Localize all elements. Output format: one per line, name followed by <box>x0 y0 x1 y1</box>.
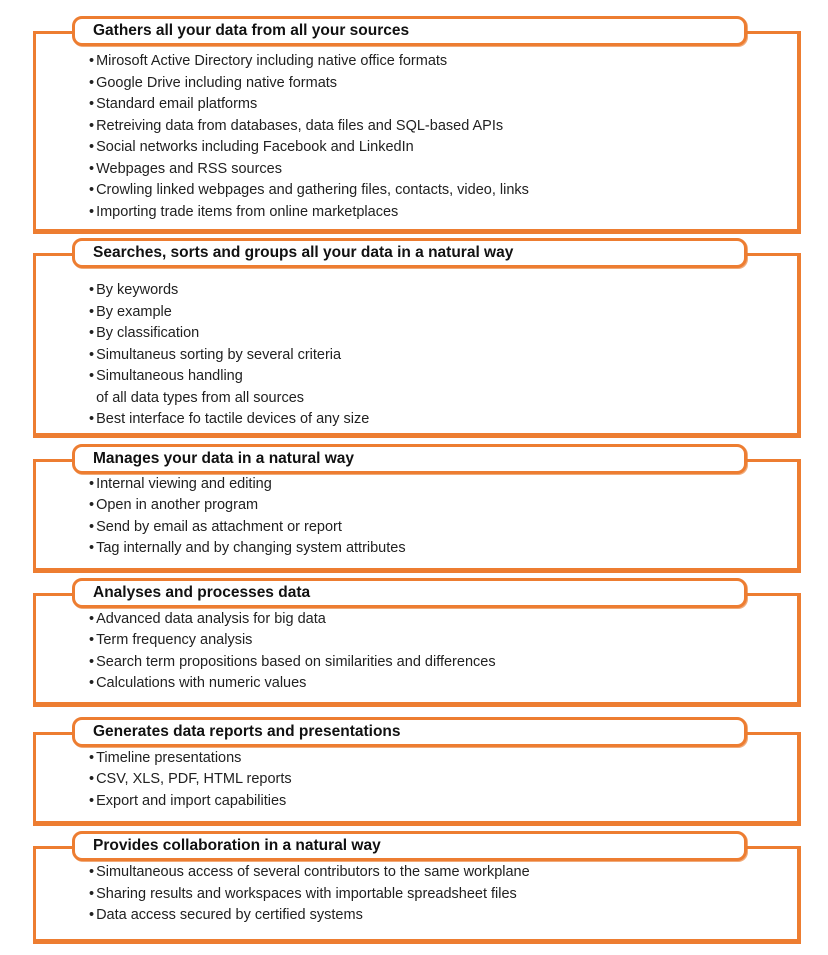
bullet-icon <box>89 748 94 770</box>
bullet-icon <box>89 652 94 674</box>
feature-list: Advanced data analysis for big data Term… <box>89 609 781 695</box>
bullet-icon <box>89 51 94 73</box>
section-body: Internal viewing and editing Open in ano… <box>33 458 801 573</box>
list-item: CSV, XLS, PDF, HTML reports <box>89 769 781 791</box>
bullet-icon <box>89 159 94 181</box>
bullet-icon <box>89 905 94 927</box>
bullet-icon <box>89 409 94 431</box>
section-header: Searches, sorts and groups all your data… <box>72 238 747 268</box>
section-title: Provides collaboration in a natural way <box>93 837 381 854</box>
bullet-icon <box>89 180 94 202</box>
section-header: Gathers all your data from all your sour… <box>72 16 747 46</box>
bullet-icon <box>89 884 94 906</box>
list-item: Tag internally and by changing system at… <box>89 538 781 560</box>
feature-list: By keywords By example By classification… <box>89 280 781 431</box>
bullet-icon <box>89 862 94 884</box>
section-title: Gathers all your data from all your sour… <box>93 22 410 39</box>
bullet-icon <box>89 495 94 517</box>
section-analyses-processes: Analyses and processes data Advanced dat… <box>33 577 801 707</box>
bullet-icon <box>89 517 94 539</box>
list-item: Simultaneous handling of all data types … <box>89 366 781 409</box>
feature-list: Simultaneous access of several contribut… <box>89 862 781 927</box>
list-item: Retreiving data from databases, data fil… <box>89 116 781 138</box>
section-title: Searches, sorts and groups all your data… <box>93 244 514 261</box>
section-header: Provides collaboration in a natural way <box>72 831 747 861</box>
list-item: By classification <box>89 323 781 345</box>
bullet-icon <box>89 630 94 652</box>
bullet-icon <box>89 202 94 224</box>
list-item: Send by email as attachment or report <box>89 517 781 539</box>
section-generates-reports: Generates data reports and presentations… <box>33 716 801 826</box>
bullet-icon <box>89 673 94 695</box>
bullet-icon <box>89 116 94 138</box>
list-item: Best interface fo tactile devices of any… <box>89 409 781 431</box>
bullet-icon <box>89 73 94 95</box>
section-title: Manages your data in a natural way <box>93 449 354 467</box>
section-title: Generates data reports and presentations <box>93 722 401 740</box>
list-item: Export and import capabilities <box>89 791 781 813</box>
list-item: Webpages and RSS sources <box>89 159 781 181</box>
section-manages-data: Manages your data in a natural way Inter… <box>33 443 801 573</box>
section-body: Timeline presentations CSV, XLS, PDF, HT… <box>33 731 801 826</box>
bullet-icon <box>89 474 94 496</box>
bullet-icon <box>89 345 94 367</box>
list-item: Google Drive including native formats <box>89 73 781 95</box>
list-item: Search term propositions based on simila… <box>89 652 781 674</box>
list-item: Standard email platforms <box>89 94 781 116</box>
bullet-icon <box>89 538 94 560</box>
bullet-icon <box>89 366 94 409</box>
list-item: Advanced data analysis for big data <box>89 609 781 631</box>
list-item: By keywords <box>89 280 781 302</box>
bullet-icon <box>89 302 94 324</box>
list-item: Internal viewing and editing <box>89 474 781 496</box>
list-item: Crowling linked webpages and gathering f… <box>89 180 781 202</box>
bullet-icon <box>89 323 94 345</box>
list-item: Timeline presentations <box>89 748 781 770</box>
bullet-icon <box>89 94 94 116</box>
section-body: By keywords By example By classification… <box>33 253 801 438</box>
section-provides-collaboration: Provides collaboration in a natural way … <box>33 831 801 944</box>
bullet-icon <box>89 280 94 302</box>
bullet-icon <box>89 791 94 813</box>
list-item: Term frequency analysis <box>89 630 781 652</box>
section-header: Manages your data in a natural way <box>72 443 747 474</box>
section-header: Analyses and processes data <box>72 577 747 608</box>
section-gathers-data: Gathers all your data from all your sour… <box>33 16 801 234</box>
feature-list: Mirosoft Active Directory including nati… <box>89 51 781 223</box>
bullet-icon <box>89 609 94 631</box>
list-item: Social networks including Facebook and L… <box>89 137 781 159</box>
list-item: Simultaneus sorting by several criteria <box>89 345 781 367</box>
feature-list: Internal viewing and editing Open in ano… <box>89 474 781 560</box>
feature-list: Timeline presentations CSV, XLS, PDF, HT… <box>89 748 781 813</box>
bullet-icon <box>89 769 94 791</box>
list-item: Mirosoft Active Directory including nati… <box>89 51 781 73</box>
list-item: Calculations with numeric values <box>89 673 781 695</box>
list-item: Data access secured by certified systems <box>89 905 781 927</box>
list-item: Importing trade items from online market… <box>89 202 781 224</box>
section-header: Generates data reports and presentations <box>72 716 747 747</box>
list-item: Sharing results and workspaces with impo… <box>89 884 781 906</box>
section-searches-sorts: Searches, sorts and groups all your data… <box>33 238 801 438</box>
section-body: Simultaneous access of several contribut… <box>33 846 801 944</box>
section-body: Mirosoft Active Directory including nati… <box>33 31 801 234</box>
section-title: Analyses and processes data <box>93 583 311 601</box>
bullet-icon <box>89 137 94 159</box>
list-item: By example <box>89 302 781 324</box>
list-item: Open in another program <box>89 495 781 517</box>
section-body: Advanced data analysis for big data Term… <box>33 592 801 707</box>
list-item: Simultaneous access of several contribut… <box>89 862 781 884</box>
